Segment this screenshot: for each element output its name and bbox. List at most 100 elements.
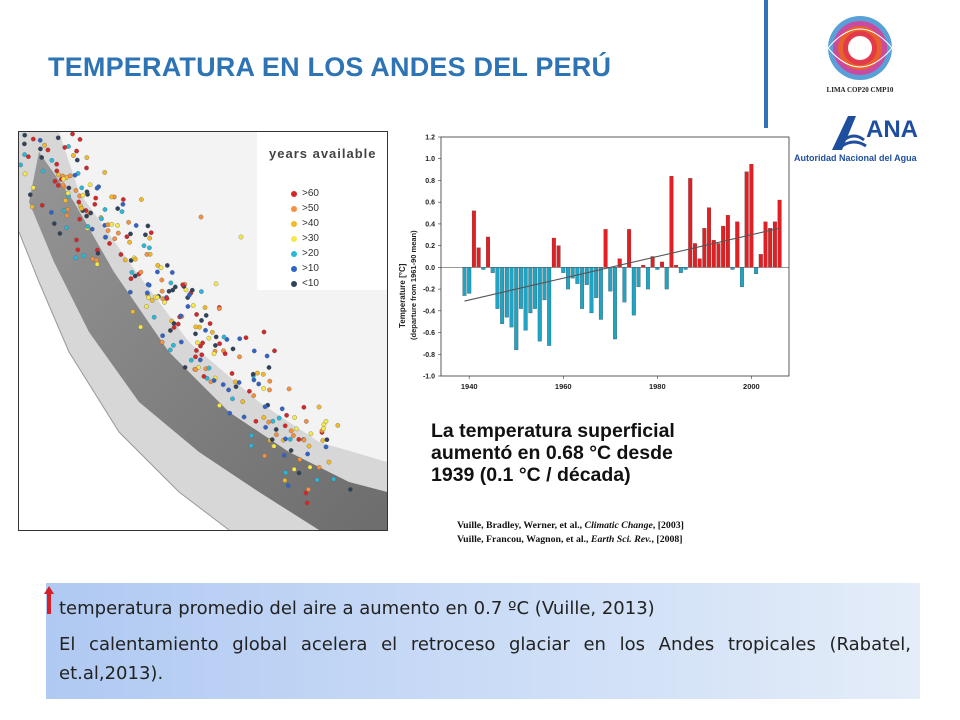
station-dot	[127, 289, 133, 295]
station-dot	[22, 141, 27, 147]
cop20-logo-icon	[827, 16, 893, 80]
station-dot	[171, 321, 177, 326]
station-dot	[180, 282, 186, 288]
station-dot	[80, 192, 86, 198]
station-dot	[272, 348, 277, 354]
station-dot	[201, 374, 207, 379]
station-dot	[129, 270, 135, 275]
temperature-bar	[740, 267, 744, 288]
temperature-bar	[533, 267, 538, 309]
station-dot	[81, 253, 87, 259]
x-tick-label: 2000	[743, 382, 760, 391]
legend-dot-icon	[291, 235, 297, 242]
temperature-bar	[603, 229, 608, 268]
temperature-bar	[467, 267, 472, 294]
station-dot	[55, 135, 61, 141]
y-tick-label: -0.4	[423, 308, 435, 315]
station-dot	[217, 403, 222, 408]
station-dot	[178, 339, 184, 345]
y-tick-label: -0.2	[423, 287, 435, 294]
station-dot	[147, 245, 152, 251]
vertical-divider	[764, 0, 768, 128]
station-dot	[19, 162, 23, 168]
station-dot	[193, 324, 199, 330]
temperature-bar	[655, 267, 660, 270]
station-dot	[128, 276, 134, 282]
station-dot	[335, 423, 341, 428]
station-dot	[143, 232, 148, 238]
station-dot	[236, 380, 242, 385]
temperature-bar	[514, 267, 519, 351]
temperature-bar	[777, 199, 782, 268]
station-dot	[256, 381, 262, 387]
station-dot	[206, 335, 212, 341]
temperature-bar	[547, 267, 552, 346]
temperature-bar	[622, 267, 627, 303]
temperature-bar	[523, 267, 528, 331]
temperature-bar	[490, 267, 495, 273]
station-dot	[240, 399, 246, 404]
temperature-bar	[754, 267, 759, 275]
station-dot	[94, 185, 100, 191]
station-dot	[79, 185, 85, 191]
info-line-2: El calentamiento global acelera el retro…	[59, 634, 911, 684]
temperature-bar	[707, 207, 712, 268]
legend-label: <10	[302, 278, 319, 289]
temperature-bar	[688, 178, 693, 268]
station-dot	[30, 136, 36, 142]
temperature-bar	[608, 267, 613, 292]
station-dot	[227, 410, 233, 416]
station-dot	[75, 247, 81, 253]
station-dot	[217, 341, 222, 347]
legend-label: >50	[302, 203, 319, 214]
station-dot	[39, 155, 45, 160]
station-dot	[251, 393, 257, 398]
station-dot	[64, 213, 70, 218]
station-dot	[162, 300, 167, 305]
reference-2: Vuille, Francou, Wagnon, et al., Earth S…	[457, 533, 684, 547]
temperature-bar	[697, 258, 702, 268]
station-dot	[316, 404, 322, 410]
temperature-bar	[509, 267, 514, 328]
station-dot	[261, 386, 266, 391]
station-dot	[72, 172, 78, 178]
station-dot	[160, 333, 165, 339]
station-dot	[102, 170, 108, 175]
station-dot	[175, 321, 181, 327]
station-dot	[30, 185, 36, 191]
temperature-bar	[561, 267, 566, 273]
station-dot	[305, 451, 310, 457]
legend-label: >20	[302, 248, 319, 259]
station-dot	[279, 406, 285, 412]
legend-label: >30	[302, 233, 319, 244]
y-tick-label: 1.0	[425, 156, 435, 163]
station-dot	[107, 241, 112, 246]
station-dot	[230, 396, 235, 402]
station-dot	[168, 280, 174, 286]
legend-dot-icon	[291, 205, 297, 212]
y-tick-label: 0.4	[425, 221, 435, 228]
station-dot	[238, 234, 244, 240]
temperature-bar	[744, 171, 749, 268]
station-dot	[194, 348, 199, 353]
station-dot	[323, 419, 329, 424]
temperature-bar	[669, 175, 674, 268]
station-dot	[199, 289, 204, 294]
legend-item: <10	[291, 277, 319, 290]
station-dot	[22, 152, 27, 157]
station-dot	[297, 457, 303, 462]
station-dot	[186, 292, 192, 298]
x-tick-label: 1940	[461, 382, 478, 391]
station-dot	[146, 295, 151, 300]
legend-item: >30	[291, 232, 319, 245]
station-dot	[288, 448, 294, 453]
station-dot	[38, 146, 43, 152]
station-dot	[324, 437, 330, 443]
ana-logo-name: ANA	[866, 116, 918, 143]
station-dot	[169, 270, 175, 275]
station-dot	[94, 257, 99, 263]
station-dot	[84, 155, 90, 160]
legend-item: >20	[291, 247, 319, 260]
station-dot	[251, 377, 257, 383]
station-dot	[261, 415, 267, 420]
